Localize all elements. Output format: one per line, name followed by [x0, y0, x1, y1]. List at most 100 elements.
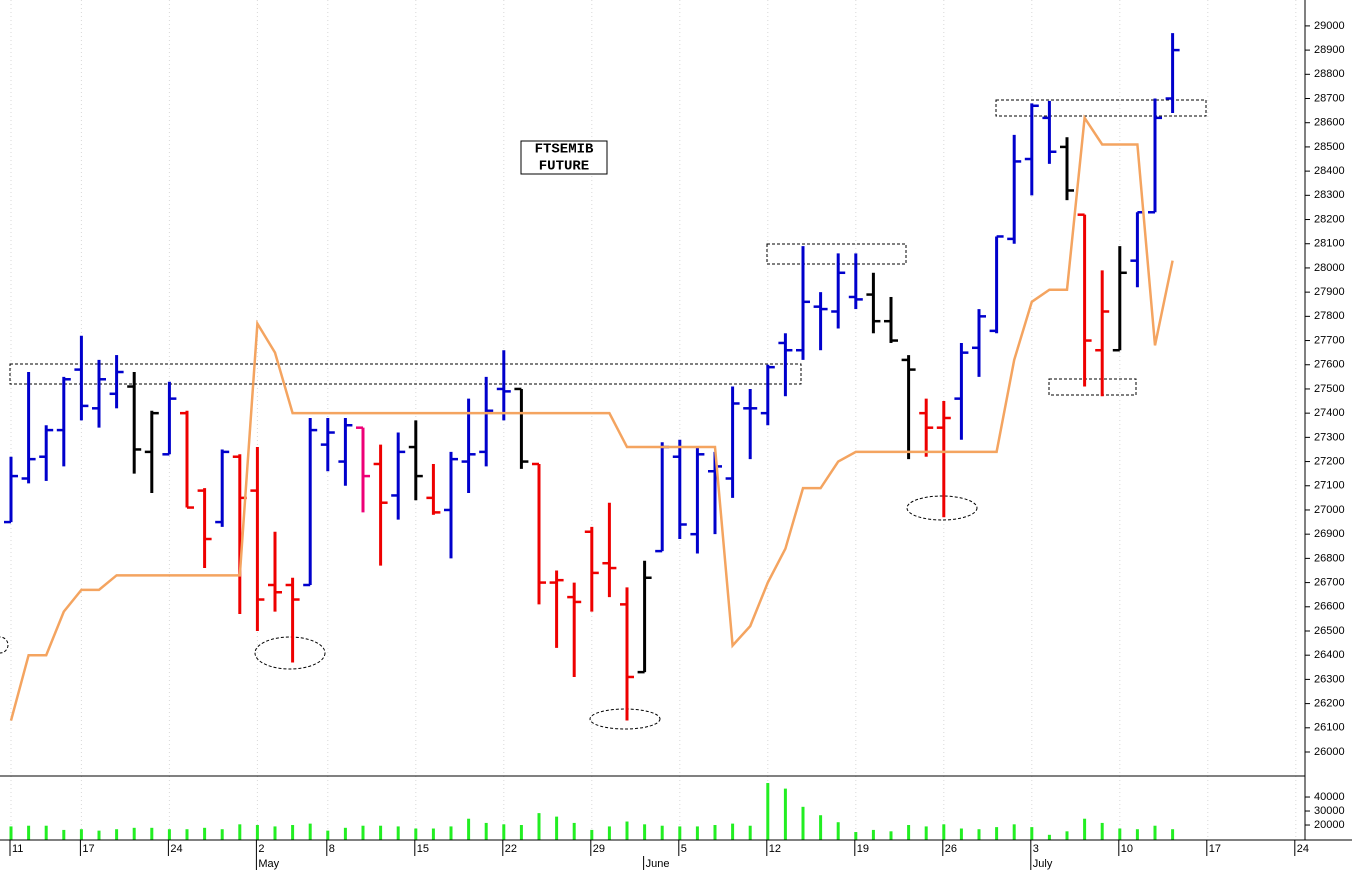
volume-bar	[431, 828, 435, 840]
y-tick-label: 26600	[1314, 601, 1345, 613]
x-tick-label: 24	[1297, 843, 1309, 855]
volume-bar	[836, 822, 840, 840]
volume-bar	[1171, 829, 1175, 840]
y-tick-label: 28800	[1314, 68, 1345, 80]
volume-bar	[1083, 818, 1087, 840]
low-marker	[589, 708, 661, 730]
x-tick-label: 8	[329, 843, 335, 855]
volume-bar	[607, 826, 611, 840]
x-tick-label: 15	[417, 843, 429, 855]
volume-bar	[1100, 822, 1104, 840]
volume-bar	[132, 827, 136, 840]
x-tick-label: 17	[1209, 843, 1221, 855]
x-tick-label: 22	[505, 843, 517, 855]
y-tick-label: 27500	[1314, 383, 1345, 395]
axes: 11 17 24 2 May 8 15 22 29 June 5 12 19 26 3 July 10 17 24 2…	[9, 20, 1345, 870]
y-tick-label: 28100	[1314, 238, 1345, 250]
y-tick-label: 27900	[1314, 286, 1345, 298]
volume-bar	[537, 813, 541, 840]
y-tick-label: 29000	[1314, 20, 1345, 32]
x-tick-label: 19	[857, 843, 869, 855]
month-label: May	[258, 858, 279, 870]
volume-bar	[62, 829, 66, 840]
volume-bar	[572, 822, 576, 840]
y-tick-label: 26800	[1314, 552, 1345, 564]
y-tick-label: 27700	[1314, 334, 1345, 346]
y-tick-label: 28000	[1314, 262, 1345, 274]
volume-bar	[907, 825, 911, 840]
volume-bar	[484, 822, 488, 840]
y-tick-label: 28500	[1314, 141, 1345, 153]
month-label: June	[646, 858, 670, 870]
y-tick-label: 27400	[1314, 407, 1345, 419]
y-tick-label: 20000	[1314, 819, 1345, 831]
y-tick-label: 26500	[1314, 625, 1345, 637]
low-marker	[906, 495, 978, 521]
volume-bar	[115, 829, 119, 840]
y-tick-label: 26300	[1314, 673, 1345, 685]
trend-line	[9, 114, 1174, 721]
volume-bar	[1153, 825, 1157, 840]
volume-bar	[291, 825, 295, 840]
volume-bar	[942, 824, 946, 840]
volume-bar	[1135, 829, 1139, 840]
volume-bar	[889, 831, 893, 840]
volume-bar	[871, 829, 875, 840]
volume-bar	[519, 825, 523, 840]
y-tick-label: 27200	[1314, 455, 1345, 467]
y-tick-label: 28900	[1314, 44, 1345, 56]
y-tick-label: 27600	[1314, 359, 1345, 371]
y-tick-label: 26400	[1314, 649, 1345, 661]
volume-bar	[361, 825, 365, 840]
volume-bar	[625, 821, 629, 840]
chart-title: FTSEMIB	[535, 142, 594, 158]
volume-bar	[238, 824, 242, 840]
volume-bar	[590, 829, 594, 840]
volume-bar	[185, 829, 189, 840]
x-tick-label: 26	[945, 843, 957, 855]
volume-bar	[995, 827, 999, 840]
volume-bar	[79, 829, 83, 840]
volume-bar	[660, 825, 664, 840]
volume-bar	[801, 806, 805, 840]
volume-bar	[467, 818, 471, 840]
volume-bar	[766, 783, 770, 840]
volume-bar	[1065, 831, 1069, 840]
volume-bar	[27, 825, 31, 840]
y-tick-label: 27000	[1314, 504, 1345, 516]
y-tick-label: 26200	[1314, 698, 1345, 710]
volume-bar	[167, 829, 171, 840]
volume-bar	[924, 826, 928, 840]
resistance-zone	[766, 243, 907, 265]
volume-bar	[555, 816, 559, 840]
volume-bar	[713, 825, 717, 840]
volume-bar	[150, 827, 154, 840]
x-tick-label: 24	[170, 843, 182, 855]
volume-bar	[819, 815, 823, 840]
y-tick-label: 26700	[1314, 576, 1345, 588]
volume-bar	[379, 825, 383, 840]
y-tick-label: 40000	[1314, 791, 1345, 803]
volume-bar	[643, 824, 647, 840]
y-tick-label: 26000	[1314, 746, 1345, 758]
volume-bar	[414, 828, 418, 840]
volume-bar	[1118, 828, 1122, 840]
x-tick-label: 5	[681, 843, 687, 855]
x-tick-label: 11	[12, 843, 23, 855]
x-tick-label: 2	[258, 843, 264, 855]
volume-bar	[396, 826, 400, 840]
y-tick-label: 26100	[1314, 722, 1345, 734]
y-tick-label: 28200	[1314, 213, 1345, 225]
volume-bar	[343, 827, 347, 840]
volume-bar	[308, 823, 312, 840]
x-tick-label: 3	[1033, 843, 1039, 855]
x-tick-label: 17	[82, 843, 94, 855]
volume-bar	[731, 823, 735, 840]
y-tick-label: 27300	[1314, 431, 1345, 443]
volume-bar	[783, 788, 787, 840]
volume-bar	[1030, 827, 1034, 840]
volume-bar	[97, 830, 101, 840]
